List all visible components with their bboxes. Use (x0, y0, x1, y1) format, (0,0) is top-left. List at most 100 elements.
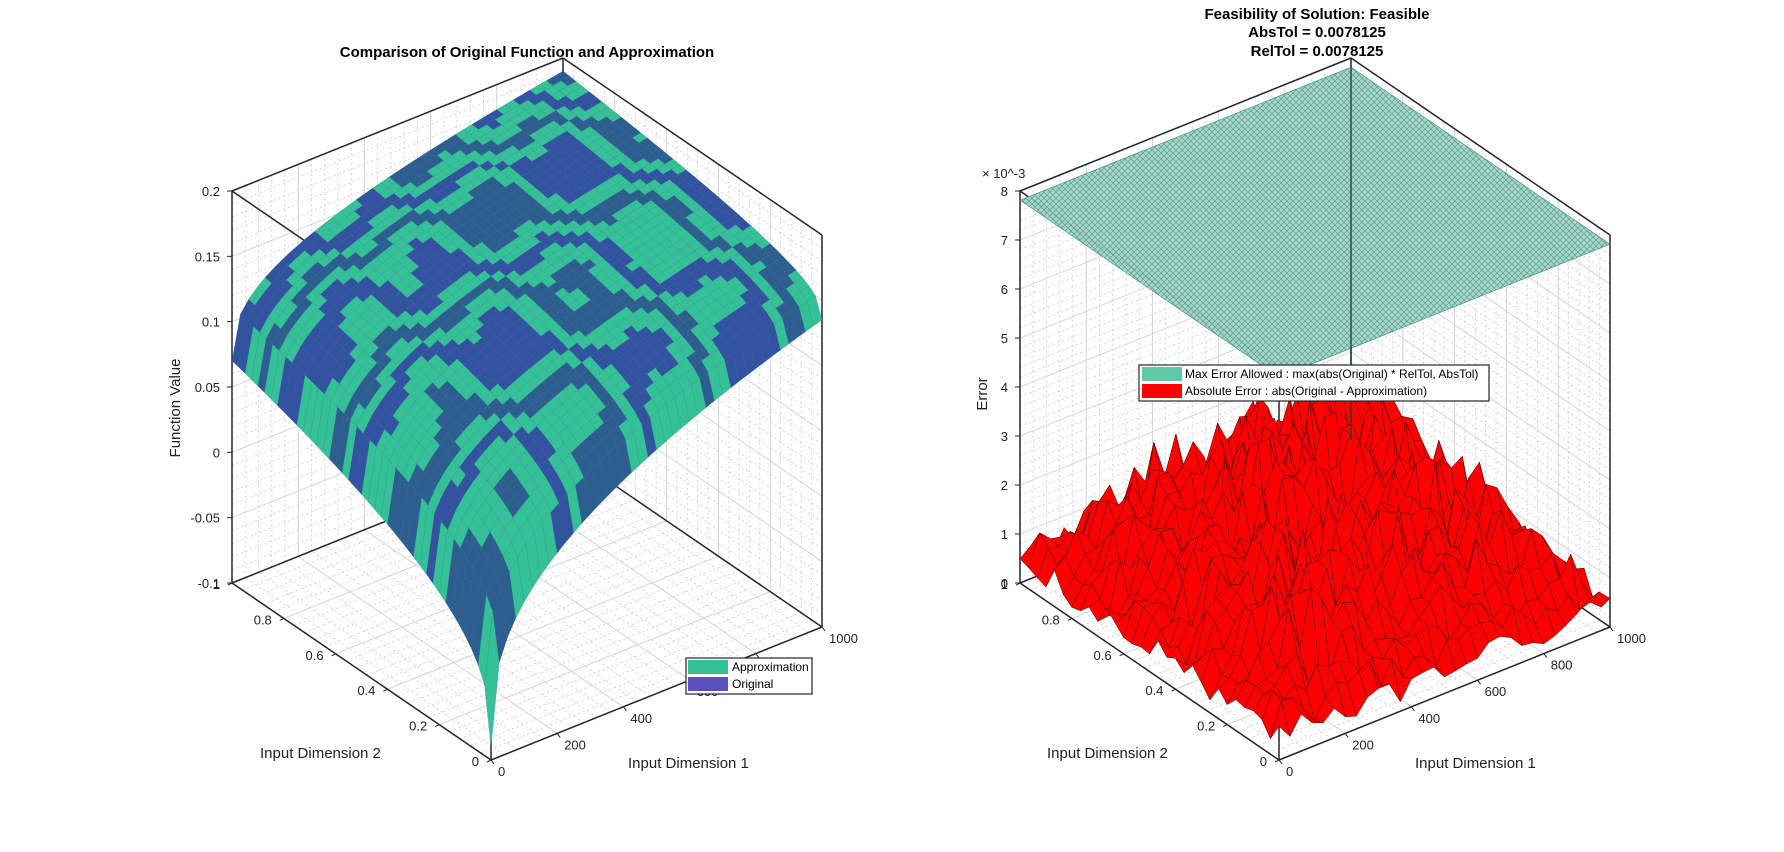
plot2-z-tick-label: 1 (1001, 527, 1008, 542)
plot2-x-tick-label: 400 (1418, 711, 1440, 726)
plot1-z-tick-label: -0.1 (198, 576, 220, 591)
plot2-y-tick-label: 0.2 (1197, 719, 1215, 734)
plot1-ylabel: Input Dimension 2 (260, 745, 381, 762)
plot2-x-tick-label: 600 (1485, 684, 1507, 699)
plot2-y-tick-label: 0 (1260, 754, 1267, 769)
plot2-z-tick-label: 4 (1001, 380, 1008, 395)
plot2-x-tick-mark (1609, 626, 1614, 632)
plot1-surface-patch (554, 70, 570, 81)
plot1-x-tick-label: 0 (498, 764, 505, 779)
legend-swatch-absolute-error (1142, 384, 1182, 398)
plot2-zlabel: Error (974, 377, 991, 410)
plot1-y-tick-mark (279, 617, 285, 621)
plot1-y-tick-mark (331, 653, 336, 657)
plot1-z-tick-label: -0.05 (190, 511, 220, 526)
plot-approximation-comparison: Comparison of Original Function and Appr… (167, 44, 858, 779)
plot1-grid-z-minor (562, 70, 823, 249)
plot1-y-tick-mark (383, 688, 388, 692)
plot2-grid-z-minor (1350, 322, 1611, 500)
plot2-z-tick-label: 7 (1001, 233, 1008, 248)
plot2-x-tick-mark (1411, 706, 1415, 712)
plot1-grid-x-minor (271, 566, 531, 745)
plot2-x-tick-mark (1344, 733, 1349, 738)
plot2-y-tick-mark (1119, 653, 1124, 657)
plot1-y-tick-label: 0.6 (306, 648, 324, 663)
plot1-grid-x-minor (311, 550, 571, 729)
plot1-title: Comparison of Original Function and Appr… (340, 44, 714, 61)
plot1-z-tick-label: 0.2 (202, 184, 220, 199)
plot2-y-tick-mark (1171, 688, 1176, 692)
plot1-z-tick-label: 0 (213, 445, 220, 460)
plot2-x-tick-label: 800 (1551, 658, 1573, 673)
plot2-z-tick-label: 0 (1001, 576, 1008, 591)
plot2-x-tick-label: 0 (1286, 764, 1293, 779)
plot1-y-tick-label: 0.2 (409, 719, 427, 734)
plot1-x-tick-mark (556, 733, 561, 738)
plot1-x-tick-label: 400 (630, 711, 652, 726)
legend-swatch-max-error (1142, 367, 1182, 381)
plot1-z-tick-label: 0.05 (195, 380, 220, 395)
plot1-x-tick-mark (821, 626, 826, 632)
plot2-x-tick-label: 200 (1352, 737, 1374, 752)
plot1-zlabel: Function Value (167, 359, 184, 458)
plot1-y-tick-label: 0.4 (357, 683, 375, 698)
plot1-z-tick-label: 0.1 (202, 315, 220, 330)
plot1-box-edge (562, 57, 823, 236)
plot1-y-tick-label: 1 (213, 577, 220, 592)
plot1-box-edge (231, 57, 564, 192)
plot2-y-tick-label: 0.4 (1145, 683, 1163, 698)
legend-label-absolute-error: Absolute Error : abs(Original - Approxim… (1185, 384, 1427, 398)
plot2-x-tick-mark (1278, 759, 1283, 765)
plot2-ylabel: Input Dimension 2 (1047, 745, 1168, 762)
plot1-box-edge (231, 582, 492, 761)
plot1-x-tick-mark (490, 759, 495, 765)
plot2-xlabel: Input Dimension 1 (1415, 755, 1536, 772)
plot2-error-patch (1270, 700, 1291, 739)
plot1-y-tick-mark (486, 759, 492, 763)
plot1-xlabel: Input Dimension 1 (628, 755, 749, 772)
plot1-x-tick-mark (755, 653, 760, 658)
plot1-x-tick-label: 200 (564, 737, 586, 752)
plot2-grid-z-minor (1350, 332, 1611, 510)
legend-label-original: Original (732, 677, 773, 691)
plot2-error-patch (1589, 591, 1611, 608)
legend-label-approximation: Approximation (732, 660, 809, 674)
plot1-grid-x-minor (324, 545, 584, 724)
plot2-y-tick-label: 1 (1001, 577, 1008, 592)
plot-feasibility: Feasibility of Solution: Feasible AbsTol… (974, 6, 1646, 779)
plot2-max-error-plane (1019, 66, 1611, 378)
plot1-grid-y (387, 555, 719, 690)
plot2-z-exponent: × 10^-3 (982, 166, 1025, 181)
plot1-y-tick-mark (434, 724, 440, 728)
plot2-z-tick-label: 3 (1001, 429, 1008, 444)
plot2-box-edge (1019, 582, 1280, 761)
plot1-y-tick-label: 0.8 (254, 612, 272, 627)
plot2-surface (1019, 66, 1611, 740)
plot2-subtitle-abstol: AbsTol = 0.0078125 (1248, 24, 1386, 41)
plot2-x-tick-label: 1000 (1617, 631, 1646, 646)
plot2-box-edge (1350, 57, 1611, 236)
plot1-x-tick-mark (623, 706, 627, 712)
plot1-grid-x-minor (244, 577, 505, 756)
plot1-z-tick-label: 0.15 (195, 249, 220, 264)
plot1-grid-x-minor (284, 561, 545, 740)
plot2-x-tick-mark (1477, 679, 1481, 685)
plot2-x-tick-mark (1543, 653, 1548, 658)
plot2-y-tick-label: 0.6 (1094, 648, 1112, 663)
plot1-grid-x (297, 556, 558, 734)
legend-label-max-error: Max Error Allowed : max(abs(Original) * … (1185, 367, 1478, 381)
plot2-z-tick-label: 2 (1001, 478, 1008, 493)
plot2-z-tick-label: 5 (1001, 331, 1008, 346)
plot1-surface (231, 70, 823, 747)
plot1-x-tick-label: 1000 (829, 631, 858, 646)
plot2-y-tick-mark (1274, 759, 1280, 763)
plot2-y-tick-label: 0.8 (1042, 612, 1060, 627)
plot2-subtitle-reltol: RelTol = 0.0078125 (1251, 43, 1384, 60)
plot2-legend: Max Error Allowed : max(abs(Original) * … (1138, 364, 1490, 402)
plot1-y-tick-label: 0 (472, 754, 479, 769)
plot1-grid-x-minor (258, 571, 518, 750)
plot2-title: Feasibility of Solution: Feasible (1204, 6, 1429, 23)
plot1-legend: Approximation Original (685, 657, 813, 695)
legend-swatch-approximation (688, 660, 728, 674)
